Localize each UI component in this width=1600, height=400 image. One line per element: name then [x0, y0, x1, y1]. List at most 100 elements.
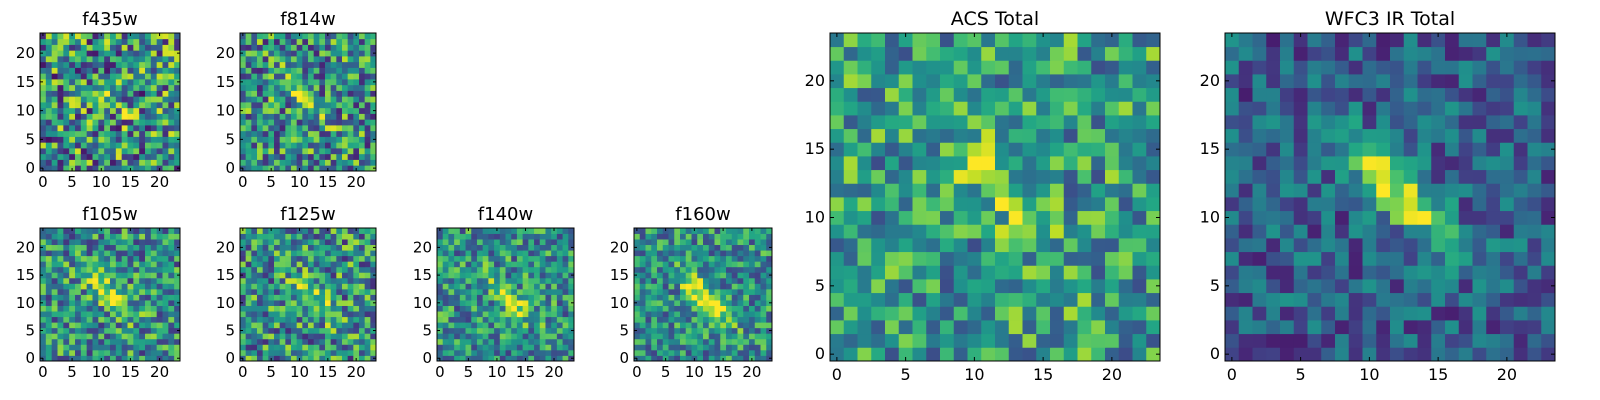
heatmap-cell	[754, 349, 761, 356]
heatmap-cell	[302, 102, 309, 109]
heatmap-cell	[1050, 292, 1065, 307]
heatmap-cell	[1077, 320, 1092, 335]
heatmap-cell	[353, 79, 360, 86]
heatmap-cell	[110, 33, 117, 40]
heatmap-cell	[80, 255, 88, 262]
heatmap-cell	[476, 305, 484, 312]
heatmap-cell	[279, 113, 286, 120]
heatmap-cell	[296, 130, 303, 137]
heatmap-cell	[347, 67, 354, 74]
heatmap-cell	[257, 349, 264, 356]
heatmap-cell	[302, 277, 309, 284]
heatmap-cell	[1008, 169, 1023, 184]
heatmap-cell	[336, 113, 343, 120]
heatmap-cell	[1146, 87, 1161, 102]
heatmap-cell	[245, 233, 252, 240]
heatmap-cell	[754, 239, 761, 246]
heatmap-cell	[1132, 224, 1147, 239]
heatmap-cell	[534, 322, 541, 329]
heatmap-cell	[448, 272, 455, 279]
heatmap-cell	[1486, 347, 1501, 362]
heatmap-cell	[967, 169, 982, 184]
heatmap-cell	[668, 300, 675, 306]
heatmap-cell	[981, 183, 996, 198]
heatmap-cell	[336, 327, 343, 334]
heatmap-cell	[1077, 115, 1092, 130]
heatmap-cell	[262, 142, 269, 149]
heatmap-cell	[104, 344, 111, 351]
heatmap-cell	[766, 316, 773, 323]
heatmap-cell	[75, 349, 82, 356]
heatmap-cell	[1280, 210, 1295, 225]
heatmap-cell	[714, 233, 721, 240]
heatmap-cell	[319, 228, 326, 234]
heatmap-cell	[370, 61, 377, 68]
heatmap-cell	[488, 233, 495, 240]
heatmap-cell	[104, 239, 111, 246]
heatmap-cell	[104, 107, 111, 114]
heatmap-cell	[857, 115, 872, 130]
heatmap-cell	[133, 322, 140, 329]
heatmap-cell	[995, 142, 1010, 157]
heatmap-cell	[885, 128, 900, 143]
heatmap-cell	[697, 333, 704, 340]
heatmap-cell	[110, 96, 117, 103]
heatmap-cell	[634, 305, 641, 312]
heatmap-cell	[1036, 115, 1051, 130]
heatmap-cell	[45, 261, 53, 268]
heatmap-cell	[313, 159, 320, 166]
heatmap-cell	[1500, 74, 1515, 89]
heatmap-cell	[720, 272, 727, 279]
heatmap-cell	[437, 322, 444, 329]
heatmap-cell	[697, 311, 704, 318]
heatmap-cell	[364, 44, 371, 51]
heatmap-cell	[912, 60, 927, 75]
heatmap-cell	[57, 136, 64, 143]
heatmap-cell	[680, 311, 687, 318]
heatmap-cell	[476, 311, 484, 318]
heatmap-cell	[98, 283, 105, 290]
heatmap-cell	[912, 251, 927, 266]
heatmap-cell	[668, 288, 675, 295]
heatmap-cell	[240, 113, 247, 120]
heatmap-cell	[279, 349, 286, 356]
heatmap-cell	[51, 322, 58, 329]
heatmap-cell	[104, 102, 111, 109]
heatmap-cell	[313, 79, 320, 86]
heatmap-cell	[40, 159, 47, 166]
heatmap-cell	[121, 102, 128, 109]
heatmap-cell	[995, 87, 1010, 102]
heatmap-cell	[1500, 101, 1515, 116]
heatmap-cell	[45, 239, 53, 246]
heatmap-cell	[347, 125, 354, 132]
heatmap-cell	[685, 239, 692, 246]
heatmap-cell	[534, 272, 541, 279]
heatmap-cell	[51, 56, 58, 63]
heatmap-cell	[885, 60, 900, 75]
heatmap-cell	[708, 338, 715, 345]
heatmap-cell	[1293, 128, 1308, 143]
heatmap-cell	[1008, 46, 1023, 61]
heatmap-cell	[645, 288, 652, 295]
heatmap-cell	[726, 316, 733, 323]
heatmap-cell	[940, 347, 955, 362]
heatmap-cell	[342, 84, 349, 91]
heatmap-cell	[104, 119, 111, 126]
heatmap-cell	[562, 272, 569, 279]
heatmap-cell	[562, 266, 569, 273]
heatmap-cell	[645, 322, 652, 329]
heatmap-cell	[1500, 142, 1515, 157]
heatmap-cell	[40, 67, 47, 74]
heatmap-cell	[302, 244, 309, 251]
x-tick-label: 20	[742, 363, 761, 381]
heatmap-cell	[257, 305, 264, 312]
heatmap-cell	[115, 50, 123, 57]
heatmap-cell	[150, 316, 158, 323]
heatmap-cell	[40, 255, 47, 262]
heatmap-cell	[139, 277, 146, 284]
heatmap-cell	[92, 50, 99, 57]
heatmap-cell	[674, 355, 681, 362]
heatmap-cell	[1118, 238, 1133, 253]
heatmap-cell	[162, 113, 169, 120]
heatmap-cell	[86, 142, 93, 149]
